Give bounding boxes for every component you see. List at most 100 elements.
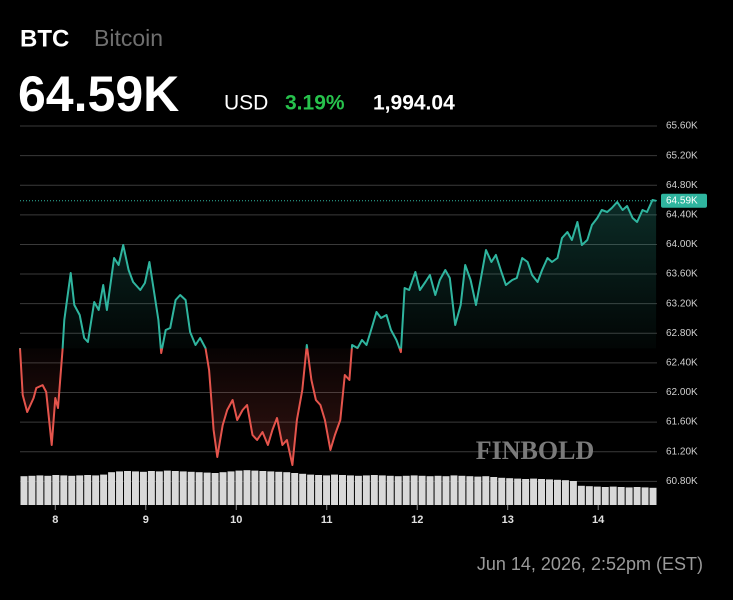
volume-bar (36, 475, 44, 505)
volume-bar (283, 472, 291, 505)
x-tick-label: 9 (143, 514, 149, 526)
x-tick-label: 11 (321, 514, 333, 526)
volume-bar (331, 474, 338, 505)
last-price-label: 64.59K (666, 195, 698, 206)
volume-bar (378, 475, 386, 505)
volume-bar (370, 475, 378, 505)
volume-bar (195, 472, 203, 505)
volume-bar (394, 476, 402, 505)
change-pct: 3.19% (285, 92, 345, 115)
price: 64.59K (18, 66, 179, 122)
volume-bar (522, 479, 530, 505)
volume-bar (553, 479, 561, 505)
volume-bar (44, 475, 52, 505)
y-tick-label: 61.20K (666, 446, 698, 457)
y-tick-label: 64.40K (666, 209, 698, 220)
volume-bar (490, 477, 498, 505)
volume-bar (482, 476, 490, 505)
volume-bar (530, 478, 538, 505)
volume-bar (227, 471, 235, 505)
volume-bar (577, 485, 585, 505)
price-line (19, 199, 657, 466)
y-tick-label: 62.40K (666, 358, 698, 369)
volume-bar (315, 475, 323, 505)
volume-bar (100, 474, 108, 505)
volume-bar (291, 473, 299, 505)
volume-bar (108, 472, 116, 505)
volume-bar (617, 487, 625, 505)
volume-bar (203, 472, 211, 505)
volume-bar (362, 475, 370, 505)
y-tick-label: 65.60K (666, 121, 698, 132)
volume-bar (498, 477, 506, 505)
volume-bar (235, 470, 243, 505)
x-tick-label: 10 (230, 514, 242, 526)
y-tick-label: 63.20K (666, 298, 698, 309)
volume-bar (60, 475, 68, 505)
volume-bar (339, 475, 346, 505)
volume-bar (593, 486, 601, 505)
volume-bar (434, 475, 442, 505)
volume-bar (147, 471, 155, 505)
watermark: FINBOLD (476, 436, 594, 465)
volume-bar (418, 475, 426, 505)
y-tick-label: 62.00K (666, 387, 698, 398)
last-price-tag (661, 193, 707, 208)
y-tick-label: 62.80K (666, 328, 698, 339)
volume-bar (609, 486, 617, 505)
volume-bar (131, 471, 139, 505)
timestamp: Jun 14, 2026, 2:52pm (EST) (477, 554, 703, 574)
volume-bar (641, 487, 649, 505)
volume-bar (546, 479, 553, 505)
volume-bar (76, 475, 84, 505)
volume-bar (569, 481, 577, 505)
volume-bar (275, 471, 283, 505)
volume-bar (211, 473, 219, 505)
volume-bar (633, 487, 641, 505)
volume-bar (243, 470, 251, 505)
volume-bar (259, 471, 267, 505)
volume-bar (601, 487, 609, 505)
y-tick-label: 60.80K (666, 476, 698, 487)
volume-bar (506, 478, 514, 505)
volume-bar (155, 471, 163, 505)
volume-bar (219, 472, 227, 505)
volume-bar (68, 475, 76, 505)
volume-bar (84, 475, 92, 505)
volume-bar (561, 480, 569, 505)
currency: USD (224, 92, 268, 115)
volume-bar (92, 475, 100, 505)
volume-bar (442, 476, 450, 505)
volume-bar (124, 471, 131, 505)
volume-bar (410, 475, 418, 505)
volume-bar (649, 487, 657, 505)
change: 1,994.04 (373, 92, 455, 115)
volume-bar (323, 475, 331, 505)
volume-bar (267, 471, 275, 505)
volume-bar (299, 473, 307, 505)
volume-bar (402, 475, 410, 505)
volume-bar (585, 486, 593, 505)
asset-name: Bitcoin (94, 25, 163, 51)
volume-bar (307, 474, 315, 505)
ticker: BTC (20, 25, 69, 52)
y-tick-label: 61.60K (666, 417, 698, 428)
y-tick-label: 64.80K (666, 180, 698, 191)
x-tick-label: 12 (411, 514, 423, 526)
volume-bar (514, 478, 522, 505)
volume-bar (625, 487, 633, 505)
volume-bar (179, 471, 187, 505)
x-tick-label: 13 (502, 514, 514, 526)
volume-bar (458, 475, 466, 505)
volume-bar (116, 471, 124, 505)
y-tick-label: 63.60K (666, 269, 698, 280)
volume-bar (187, 471, 195, 505)
volume-bar (474, 476, 482, 505)
volume-bar (354, 475, 362, 505)
volume-bar (450, 475, 458, 505)
volume-bar (538, 479, 546, 505)
volume-bar (20, 476, 28, 505)
volume-bar (52, 475, 60, 505)
x-tick-label: 14 (592, 514, 605, 526)
